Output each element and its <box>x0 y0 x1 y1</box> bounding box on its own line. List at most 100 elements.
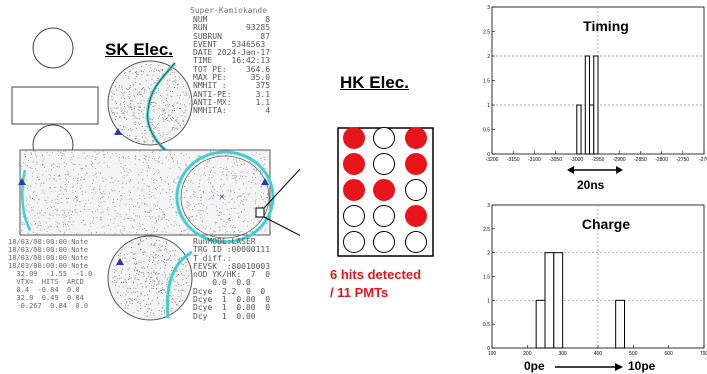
text-line: 18/03/00:00:00:Note <box>8 238 89 246</box>
histogram-panel: -3200 -3150 -3100 -3050 -3000 -2950 -2900 -2850… <box>483 5 707 357</box>
y-tick-label: 0.5 <box>483 128 490 134</box>
histogram-bin <box>593 55 599 155</box>
y-tick-label: 2.5 <box>483 30 490 36</box>
y-tick-label: 2 <box>487 54 490 60</box>
text-line: EVENT 5346563 <box>193 39 266 49</box>
pmt-no-hit <box>343 205 365 227</box>
note-text-block: 18/03/00:00:00:Note 18/03/00:00:00:Note 18… <box>8 238 92 310</box>
pmt-no-hit <box>373 231 395 253</box>
sk-elec-title: SK Elec. <box>105 40 174 59</box>
x-tick-label: 100 <box>488 351 497 357</box>
cap-rect <box>11 86 99 125</box>
text-line: MAX PE: 35.0 <box>193 73 271 83</box>
y-tick-label: 1 <box>487 103 490 109</box>
timing-annotation: 20ns <box>577 178 605 192</box>
x-tick-label: -3000 <box>570 157 583 163</box>
event-info-block: NUM 8 RUN 93285 SUBRUN 87 EVENT 5346563 DATE… <box>193 15 271 116</box>
x-tick-label: 600 <box>664 351 673 357</box>
charge-histogram: 100 200 300 400 500 600 700 0 0.5 1 1.5 2 2.5 3 Charge <box>483 203 707 357</box>
text-line: NUM 8 <box>193 15 271 24</box>
pmt-hit <box>343 153 365 175</box>
x-tick-label: -270 <box>699 157 707 163</box>
text-line: VTX= HITS ARCD <box>8 278 84 286</box>
pmt-hit <box>343 179 365 201</box>
charge-annotation-left: 0pe <box>524 359 545 373</box>
sk-event-display: × <box>11 27 300 321</box>
ring-edge-left <box>21 169 32 231</box>
x-tick-label: -3200 <box>486 157 499 163</box>
x-tick-label: -3050 <box>549 157 562 163</box>
x-tick-label: -2850 <box>634 157 647 163</box>
pmt-hit <box>343 127 365 149</box>
pmt-no-hit <box>373 153 395 175</box>
hits-summary: 6 hits detected / 11 PMTs <box>330 266 421 302</box>
histogram-bin <box>576 104 582 155</box>
text-line: -0.267 0.84 0.0 <box>8 302 89 310</box>
pmt-grid <box>343 127 427 253</box>
text-line: 0.4 -0.84 0.0 <box>8 286 80 294</box>
x-tick-label: 500 <box>629 351 638 357</box>
text-line: Dcye 2.2 0 0 <box>193 286 266 296</box>
y-tick-label: 2.5 <box>483 227 490 233</box>
cherenkov-ring-arc-bottom <box>165 250 193 319</box>
chart-title: Timing <box>583 18 629 34</box>
text-line: ANTI-MX: 1.1 <box>193 97 271 107</box>
histogram-bin <box>535 299 546 349</box>
text-line: Dcy 1 0.00 <box>193 311 256 321</box>
hk-elec-title: HK Elec. <box>340 73 409 92</box>
text-line: SUBRUN 87 <box>193 31 271 41</box>
barrel-rect <box>19 149 271 236</box>
chart-title: Charge <box>582 216 630 232</box>
sk-header-label: Super-Kamiokande <box>190 6 268 15</box>
text-line: nOD YK/HK: 7 0 <box>193 270 271 280</box>
vertex-marker-right <box>261 178 269 185</box>
hk-pmt-panel <box>337 127 434 257</box>
pmt-count-text: / 11 PMTs <box>330 285 389 300</box>
text-line: NMHITA: 4 <box>193 106 271 116</box>
histogram-bin <box>589 104 595 155</box>
x-tick-label: 400 <box>594 351 603 357</box>
vertex-cross: × <box>219 192 225 203</box>
text-line: 18/03/00:00:00:Note <box>8 246 89 254</box>
pmt-no-hit <box>405 231 427 253</box>
pmt-no-hit <box>373 127 395 149</box>
x-tick-label: 700 <box>700 351 707 357</box>
zoom-line-top <box>263 168 300 209</box>
text-line: NMHIT : 375 <box>193 81 271 91</box>
histogram-bin <box>544 252 555 349</box>
hit-dots-barrel <box>21 150 270 235</box>
histogram-bin <box>615 299 626 349</box>
x-tick-label: -3100 <box>528 157 541 163</box>
text-line: 0.0 0.0 <box>193 278 251 288</box>
bottom-view-circle <box>107 235 193 321</box>
y-tick-label: 0 <box>487 152 490 158</box>
pmt-hit <box>405 153 427 175</box>
top-cap-circle <box>32 27 74 69</box>
y-tick-label: 3 <box>487 203 490 209</box>
pmt-hit <box>405 127 427 149</box>
charge-annotation-right: 10pe <box>628 359 656 373</box>
hit-dots-bottom <box>111 237 190 318</box>
ring-inner-barrel <box>180 155 270 239</box>
x-tick-label: -2900 <box>613 157 626 163</box>
histogram-bin <box>553 252 564 349</box>
pmt-no-hit <box>343 231 365 253</box>
x-tick-label: -2750 <box>676 157 689 163</box>
text-line: 32.0 0.49 0.84 <box>8 294 84 302</box>
text-line: DATE 2024-Jan-17 <box>193 48 271 58</box>
x-tick-label: -2800 <box>655 157 668 163</box>
pmt-hit <box>405 205 427 227</box>
text-line: 32.09 -1.55 -1.0 <box>8 270 93 278</box>
x-tick-label: -2950 <box>592 157 605 163</box>
zoom-line-bottom <box>263 216 300 237</box>
timing-histogram: -3200 -3150 -3100 -3050 -3000 -2950 -2900 -2850… <box>483 5 707 163</box>
vertex-marker-top <box>114 128 122 135</box>
charge-arrow <box>555 363 623 371</box>
text-line: 18/03/00:00:00:Note <box>8 262 89 270</box>
timing-arrow <box>567 166 623 174</box>
text-line: T diff.: <box>193 253 232 263</box>
ring-outline-top <box>147 62 181 161</box>
text-line: FEVSK :80010003 <box>193 261 271 271</box>
vertex-marker-left <box>18 178 26 185</box>
y-tick-label: 1.5 <box>483 79 490 85</box>
